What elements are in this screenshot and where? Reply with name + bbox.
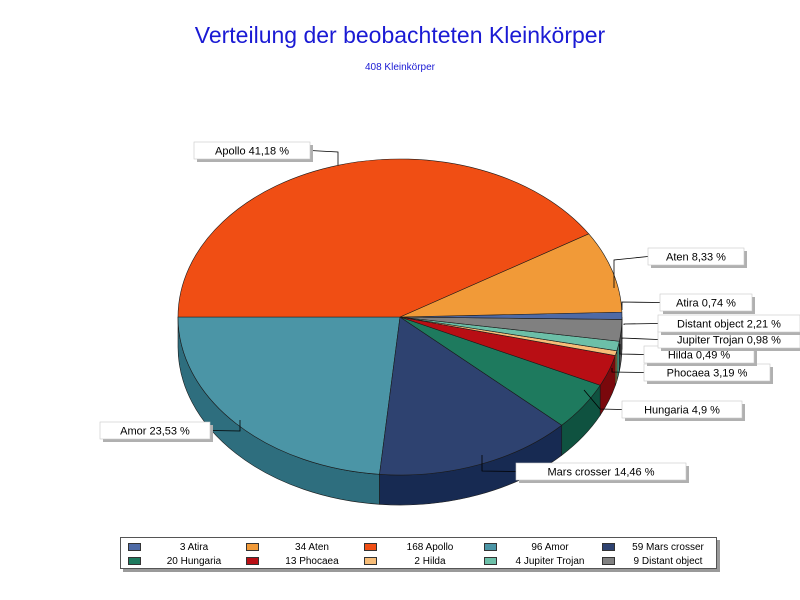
callout-label-jupiter-trojan: Jupiter Trojan 0,98 % — [677, 335, 781, 347]
callout-mars-crosser: Mars crosser 14,46 % — [481, 455, 689, 483]
legend-label-hilda: 2 Hilda — [414, 556, 446, 567]
callout-hungaria: Hungaria 4,9 % — [583, 389, 745, 421]
callout-atira: Atira 0,74 % — [621, 293, 755, 314]
legend-label-amor: 96 Amor — [531, 542, 569, 553]
callout-distant-object: Distant object 2,21 % — [623, 314, 800, 335]
legend-label-apollo: 168 Apollo — [406, 542, 454, 553]
legend-item-mars-crosser: 59 Mars crosser — [602, 541, 720, 554]
chart-title: Verteilung der beobachteten Kleinkörper — [194, 22, 606, 48]
legend-item-atira: 3 Atira — [128, 541, 246, 554]
legend-label-mars-crosser: 59 Mars crosser — [632, 542, 704, 553]
legend-swatch-mars-crosser — [602, 543, 615, 551]
callout-label-aten: Aten 8,33 % — [666, 252, 726, 264]
legend-swatch-amor — [484, 543, 497, 551]
callout-label-apollo: Apollo 41,18 % — [215, 146, 289, 158]
legend-label-aten: 34 Aten — [295, 542, 329, 553]
callout-label-atira: Atira 0,74 % — [676, 298, 736, 310]
legend-item-apollo: 168 Apollo — [364, 541, 482, 554]
legend-swatch-atira — [128, 543, 141, 551]
callout-label-phocaea: Phocaea 3,19 % — [667, 368, 748, 380]
callout-amor: Amor 23,53 % — [99, 420, 241, 442]
callout-label-hilda: Hilda 0,49 % — [668, 350, 731, 362]
legend-swatch-hungaria — [128, 557, 141, 565]
callout-label-mars-crosser: Mars crosser 14,46 % — [548, 467, 655, 479]
legend-swatch-distant-object — [602, 557, 615, 565]
legend-label-jupiter-trojan: 4 Jupiter Trojan — [515, 556, 585, 567]
legend-item-amor: 96 Amor — [484, 541, 602, 554]
pie-slice-apollo — [177, 158, 590, 318]
legend-item-jupiter-trojan: 4 Jupiter Trojan — [484, 555, 602, 568]
callout-phocaea: Phocaea 3,19 % — [611, 363, 773, 384]
legend-item-aten: 34 Aten — [246, 541, 364, 554]
legend-item-hilda: 2 Hilda — [364, 555, 482, 568]
legend-item-phocaea: 13 Phocaea — [246, 555, 364, 568]
legend-item-hungaria: 20 Hungaria — [128, 555, 246, 568]
callout-label-amor: Amor 23,53 % — [120, 426, 190, 438]
chart-legend: 3 Atira 34 Aten 168 Apollo 96 Amor 59 Mars c… — [120, 537, 717, 569]
legend-swatch-aten — [246, 543, 259, 551]
callout-apollo: Apollo 41,18 % — [193, 141, 339, 165]
legend-swatch-phocaea — [246, 557, 259, 565]
legend-swatch-jupiter-trojan — [484, 557, 497, 565]
chart-subtitle: 408 Kleinkörper — [364, 62, 436, 73]
callout-label-hungaria: Hungaria 4,9 % — [644, 405, 720, 417]
pie-slice-mars-crosser — [379, 316, 563, 476]
legend-label-phocaea: 13 Phocaea — [285, 556, 339, 567]
legend-label-distant-object: 9 Distant object — [633, 556, 703, 567]
pie-slice-amor — [177, 316, 401, 475]
legend-swatch-hilda — [364, 557, 377, 565]
legend-label-atira: 3 Atira — [179, 542, 209, 553]
callout-label-distant-object: Distant object 2,21 % — [677, 319, 781, 331]
callout-aten: Aten 8,33 % — [613, 247, 747, 288]
legend-label-hungaria: 20 Hungaria — [166, 556, 222, 567]
legend-item-distant-object: 9 Distant object — [602, 555, 720, 568]
legend-swatch-apollo — [364, 543, 377, 551]
callout-jupiter-trojan: Jupiter Trojan 0,98 % — [621, 330, 800, 351]
